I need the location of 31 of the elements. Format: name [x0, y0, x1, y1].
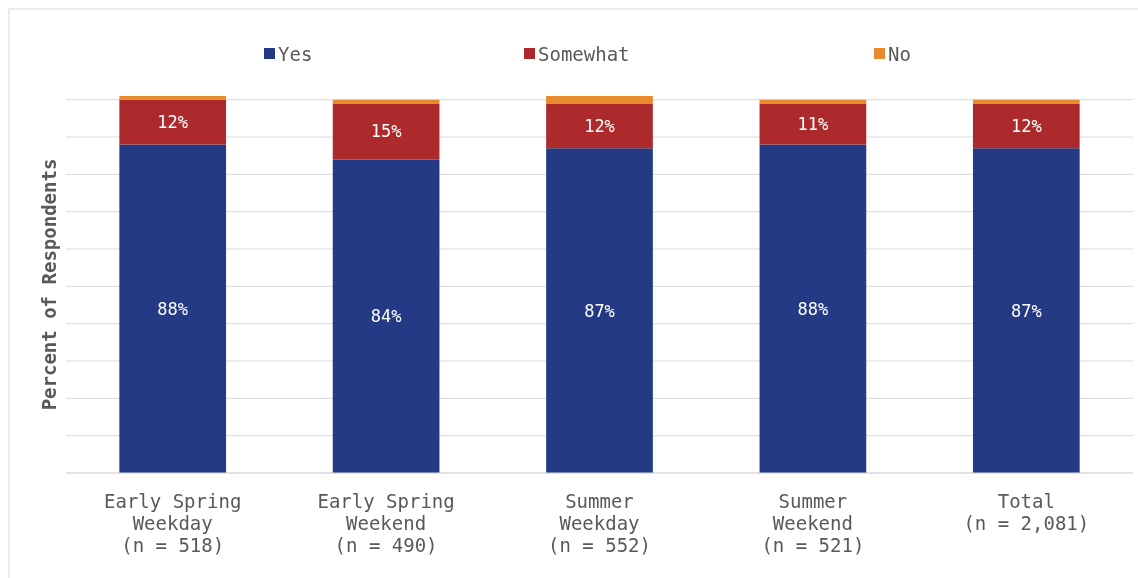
- bar: [332, 103, 440, 160]
- legend-label: Yes: [278, 42, 313, 65]
- x-tick-label: Early Spring Weekend (n = 490): [317, 490, 455, 556]
- bar: [972, 148, 1080, 473]
- bar: [759, 144, 867, 473]
- data-label: 12%: [1010, 115, 1042, 136]
- x-tick-label: Total (n = 2,081): [963, 490, 1090, 534]
- bar: [119, 99, 227, 145]
- bar: [546, 148, 653, 473]
- legend-label: No: [888, 42, 911, 65]
- data-label: 15%: [370, 121, 402, 142]
- bar: [332, 159, 440, 473]
- data-label: 11%: [797, 113, 829, 134]
- data-label: 12%: [584, 115, 615, 136]
- bar: [759, 103, 867, 145]
- data-label: 87%: [584, 300, 615, 321]
- x-tick-label: Early Spring Weekday (n = 518): [104, 490, 242, 556]
- data-label: 84%: [370, 306, 402, 327]
- data-label: 88%: [797, 298, 829, 319]
- x-tick-label: Summer Weekday (n = 552): [548, 490, 651, 556]
- data-label: 88%: [157, 298, 189, 319]
- bar: [546, 103, 653, 149]
- bar: [972, 103, 1080, 149]
- bar: [546, 96, 653, 104]
- bar: [119, 144, 227, 473]
- x-tick-label: Summer Weekend (n = 521): [761, 490, 865, 556]
- legend-label: Somewhat: [538, 42, 630, 65]
- bar: [119, 96, 227, 100]
- data-label: 12%: [157, 112, 189, 133]
- y-axis-title: Percent of Respondents: [38, 158, 60, 411]
- data-label: 87%: [1010, 300, 1042, 321]
